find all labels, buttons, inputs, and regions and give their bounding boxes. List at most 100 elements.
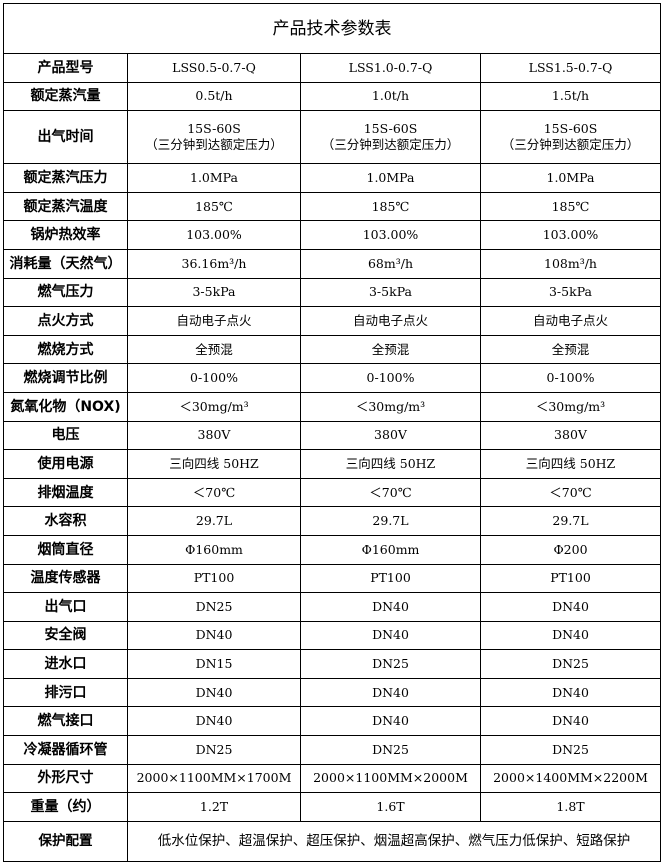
cell-value: 0-100% (300, 363, 481, 393)
cell-value: 15S-60S （三分钟到达额定压力） (300, 110, 481, 165)
cell-value: 103.00% (300, 220, 481, 250)
table-row: 进水口 DN15 DN25 DN25 (3, 649, 661, 679)
cell-value: 380V (300, 420, 481, 451)
cell-main: 15S-60S (363, 121, 418, 137)
row-label: 电压 (3, 420, 128, 451)
cell-value: 185℃ (127, 191, 301, 222)
cell-value: 三向四线 50HZ (127, 449, 301, 479)
row-label: 锅炉热效率 (3, 220, 128, 250)
cell-value: 1.0MPa (127, 163, 301, 193)
cell-value: 15S-60S （三分钟到达额定压力） (480, 110, 661, 165)
cell-value: 0-100% (127, 363, 301, 393)
cell-value: 15S-60S （三分钟到达额定压力） (127, 110, 301, 165)
table-row: 锅炉热效率 103.00% 103.00% 103.00% (3, 220, 661, 250)
cell-value: 0.5t/h (127, 81, 301, 112)
table-row: 出气口 DN25 DN40 DN40 (3, 592, 661, 622)
cell-value: Φ200 (480, 534, 661, 565)
cell-value: DN40 (300, 677, 481, 708)
table-title: 产品技术参数表 (3, 3, 661, 54)
cell-value: 3-5kPa (480, 277, 661, 308)
protection-row: 保护配置 低水位保护、超温保护、超压保护、烟温超高保护、燃气压力低保护、短路保护 (3, 820, 661, 862)
cell-value: 全预混 (127, 334, 301, 365)
cell-value: DN40 (300, 706, 481, 737)
row-label: 额定蒸汽压力 (3, 163, 128, 193)
cell-value: DN40 (300, 620, 481, 651)
cell-value: 108m³/h (480, 248, 661, 279)
cell-value: 1.0MPa (300, 163, 481, 193)
cell-value: DN40 (127, 677, 301, 708)
cell-value: PT100 (300, 563, 481, 594)
cell-value: 全预混 (300, 334, 481, 365)
cell-value: 36.16m³/h (127, 248, 301, 279)
cell-value: PT100 (127, 563, 301, 594)
row-label: 安全阀 (3, 620, 128, 651)
cell-value: ＜70℃ (300, 477, 481, 508)
row-label: 燃烧方式 (3, 334, 128, 365)
cell-value: 自动电子点火 (300, 306, 481, 336)
cell-value: 2000×1100MM×1700M (127, 763, 301, 794)
row-label: 排烟温度 (3, 477, 128, 508)
cell-value: 三向四线 50HZ (480, 449, 661, 479)
table-row: 温度传感器 PT100 PT100 PT100 (3, 563, 661, 594)
protection-value: 低水位保护、超温保护、超压保护、烟温超高保护、燃气压力低保护、短路保护 (127, 820, 661, 862)
table-row: 消耗量（天然气） 36.16m³/h 68m³/h 108m³/h (3, 248, 661, 279)
cell-value: 1.8T (480, 792, 661, 822)
row-label: 重量（约） (3, 792, 128, 822)
cell-value: 3-5kPa (300, 277, 481, 308)
cell-note: （三分钟到达额定压力） (145, 137, 283, 153)
row-label: 进水口 (3, 649, 128, 679)
table-row: 燃气压力 3-5kPa 3-5kPa 3-5kPa (3, 277, 661, 308)
row-label: 产品型号 (3, 53, 128, 83)
row-label: 排污口 (3, 677, 128, 708)
cell-value: ＜70℃ (480, 477, 661, 508)
cell-value: DN25 (300, 735, 481, 765)
cell-value: 3-5kPa (127, 277, 301, 308)
cell-value: 1.0MPa (480, 163, 661, 193)
table-row: 额定蒸汽量 0.5t/h 1.0t/h 1.5t/h (3, 81, 661, 112)
cell-value: DN40 (480, 706, 661, 737)
table-row: 额定蒸汽压力 1.0MPa 1.0MPa 1.0MPa (3, 163, 661, 193)
table-row: 安全阀 DN40 DN40 DN40 (3, 620, 661, 651)
cell-value: LSS1.5-0.7-Q (480, 53, 661, 83)
cell-value: 三向四线 50HZ (300, 449, 481, 479)
table-row: 重量（约） 1.2T 1.6T 1.8T (3, 792, 661, 822)
cell-value: 185℃ (300, 191, 481, 222)
cell-value: 68m³/h (300, 248, 481, 279)
table-row: 点火方式 自动电子点火 自动电子点火 自动电子点火 (3, 306, 661, 336)
cell-value: ＜70℃ (127, 477, 301, 508)
cell-value: 380V (127, 420, 301, 451)
cell-value: 1.2T (127, 792, 301, 822)
cell-value: 103.00% (127, 220, 301, 250)
cell-value: ＜30mg/m³ (300, 391, 481, 422)
table-row: 燃烧调节比例 0-100% 0-100% 0-100% (3, 363, 661, 393)
row-label: 额定蒸汽温度 (3, 191, 128, 222)
cell-value: DN40 (300, 592, 481, 622)
row-label: 点火方式 (3, 306, 128, 336)
cell-value: LSS1.0-0.7-Q (300, 53, 481, 83)
row-label: 出气口 (3, 592, 128, 622)
row-label: 外形尺寸 (3, 763, 128, 794)
cell-value: DN25 (127, 592, 301, 622)
cell-value: DN15 (127, 649, 301, 679)
table-row: 产品型号 LSS0.5-0.7-Q LSS1.0-0.7-Q LSS1.5-0.7-Q (3, 53, 661, 83)
row-label: 使用电源 (3, 449, 128, 479)
cell-value: 全预混 (480, 334, 661, 365)
cell-value: 1.0t/h (300, 81, 481, 112)
cell-value: 29.7L (300, 506, 481, 536)
cell-main: 15S-60S (543, 121, 598, 137)
row-label: 燃气接口 (3, 706, 128, 737)
cell-value: 2000×1100MM×2000M (300, 763, 481, 794)
cell-value: DN25 (127, 735, 301, 765)
table-row: 燃气接口 DN40 DN40 DN40 (3, 706, 661, 737)
table-row: 水容积 29.7L 29.7L 29.7L (3, 506, 661, 536)
cell-value: 29.7L (127, 506, 301, 536)
row-label: 额定蒸汽量 (3, 81, 128, 112)
cell-value: 自动电子点火 (127, 306, 301, 336)
row-label: 水容积 (3, 506, 128, 536)
row-label: 燃气压力 (3, 277, 128, 308)
cell-value: DN40 (127, 620, 301, 651)
row-label: 烟筒直径 (3, 534, 128, 565)
table-row: 烟筒直径 Φ160mm Φ160mm Φ200 (3, 534, 661, 565)
table-row: 燃烧方式 全预混 全预混 全预混 (3, 334, 661, 365)
table-row: 电压 380V 380V 380V (3, 420, 661, 451)
